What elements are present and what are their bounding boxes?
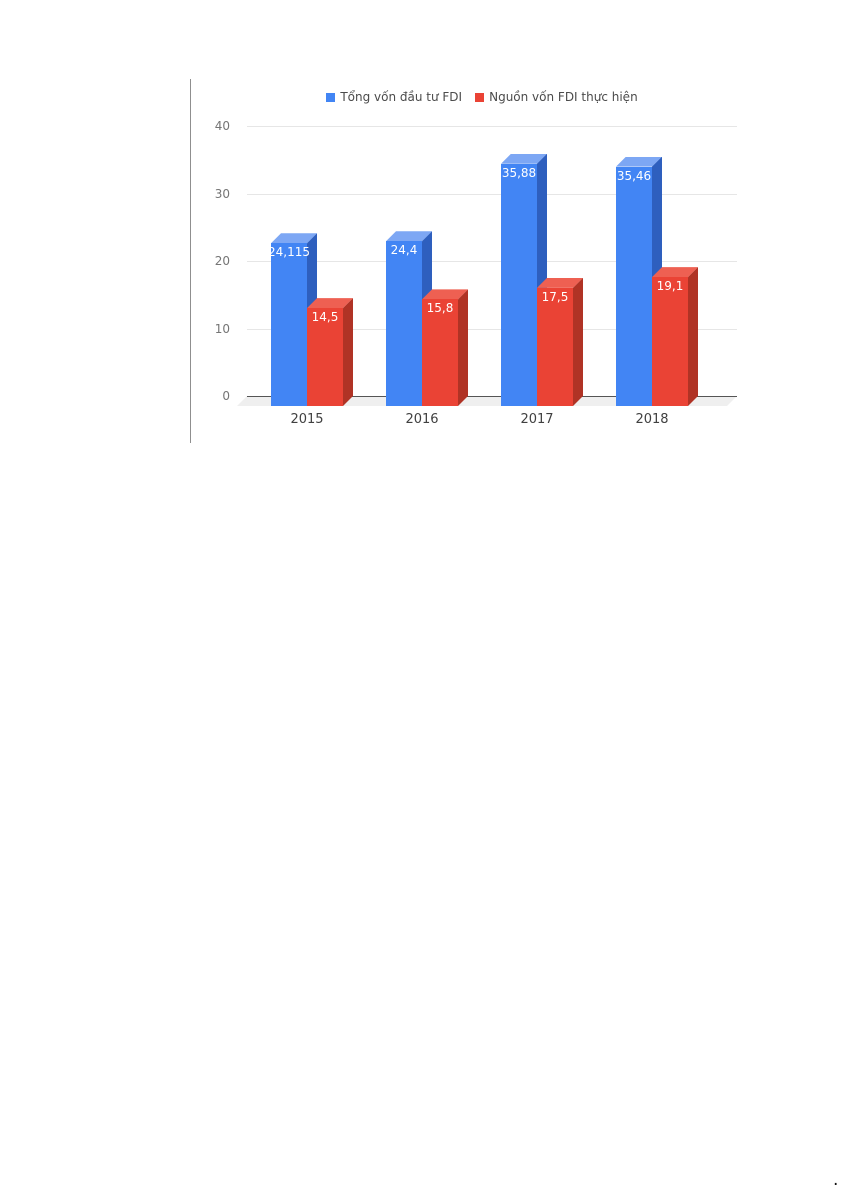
- bar-front-face: [501, 163, 537, 406]
- bar-value-label: 24,115: [268, 245, 310, 260]
- x-tick-label: 2015: [290, 412, 324, 427]
- chart-floor: [237, 396, 737, 406]
- bar-side-face: [573, 278, 583, 406]
- bar-top-face: [271, 233, 317, 243]
- gridline: [247, 328, 737, 330]
- legend-label-realized-fdi: Nguồn vốn FDI thực hiện: [489, 90, 638, 104]
- bar-front-face: [271, 243, 307, 406]
- legend-item-total-fdi[interactable]: Tổng vốn đầu tư FDI: [326, 90, 462, 104]
- y-tick-label: 10: [214, 321, 230, 336]
- legend-swatch-red-icon: [475, 92, 485, 102]
- gridline: [247, 261, 737, 262]
- bar-top-face: [422, 289, 468, 299]
- bar-front-face: [537, 287, 573, 406]
- bar-side-face: [458, 289, 468, 406]
- bar-top-face: [537, 278, 583, 288]
- bar-side-face: [688, 267, 698, 406]
- legend-label-total-fdi: Tổng vốn đầu tư FDI: [340, 90, 463, 104]
- legend-item-realized-fdi[interactable]: Nguồn vốn FDI thực hiện: [475, 90, 638, 104]
- bar-side-face: [343, 298, 353, 406]
- bar-top-face: [501, 154, 547, 164]
- chart-legend: Tổng vốn đầu tư FDI Nguồn vốn FDI thực h…: [202, 90, 762, 104]
- bar-value-label: 14,5: [311, 310, 339, 325]
- bar-front-face: [307, 308, 343, 406]
- x-tick-label: 2016: [405, 412, 439, 427]
- y-tick-label: 20: [214, 254, 230, 268]
- x-tick-label: 2017: [520, 412, 554, 427]
- bar-value-label: 24,4: [390, 243, 418, 258]
- legend-swatch-blue-icon: [326, 92, 336, 102]
- bar-top-face: [652, 267, 698, 277]
- bar-value-label: 35,88: [501, 165, 537, 180]
- bar-front-face: [422, 299, 458, 406]
- plot-area: 0 10 20 30 40 24,115 14,5 2015 24,4 15,8 2016 35,88…: [190, 75, 750, 447]
- bar-top-face: [386, 231, 432, 241]
- x-axis-line: [247, 396, 737, 397]
- bar-top-face: [307, 298, 353, 308]
- bar-front-face: [386, 241, 422, 406]
- bar-value-label: 35,46: [616, 168, 652, 183]
- y-tick-label: 0: [222, 389, 230, 403]
- y-tick-label: 40: [214, 119, 230, 133]
- vertical-rule: [190, 79, 191, 443]
- bar-front-face: [616, 166, 652, 406]
- y-tick-label: 30: [214, 186, 230, 201]
- bar-side-face: [537, 154, 547, 406]
- corner-mark: .: [833, 1170, 839, 1190]
- bar-value-label: 15,8: [426, 301, 454, 316]
- bar-value-label: 19,1: [656, 279, 684, 294]
- bar-value-label: 17,5: [541, 289, 569, 304]
- x-tick-label: 2018: [635, 412, 669, 427]
- bar-top-face: [616, 157, 662, 167]
- fdi-chart[interactable]: Tổng vốn đầu tư FDI Nguồn vốn FDI thực h…: [190, 75, 750, 447]
- gridline: [247, 126, 737, 127]
- gridline: [247, 193, 737, 195]
- bar-front-face: [652, 277, 688, 406]
